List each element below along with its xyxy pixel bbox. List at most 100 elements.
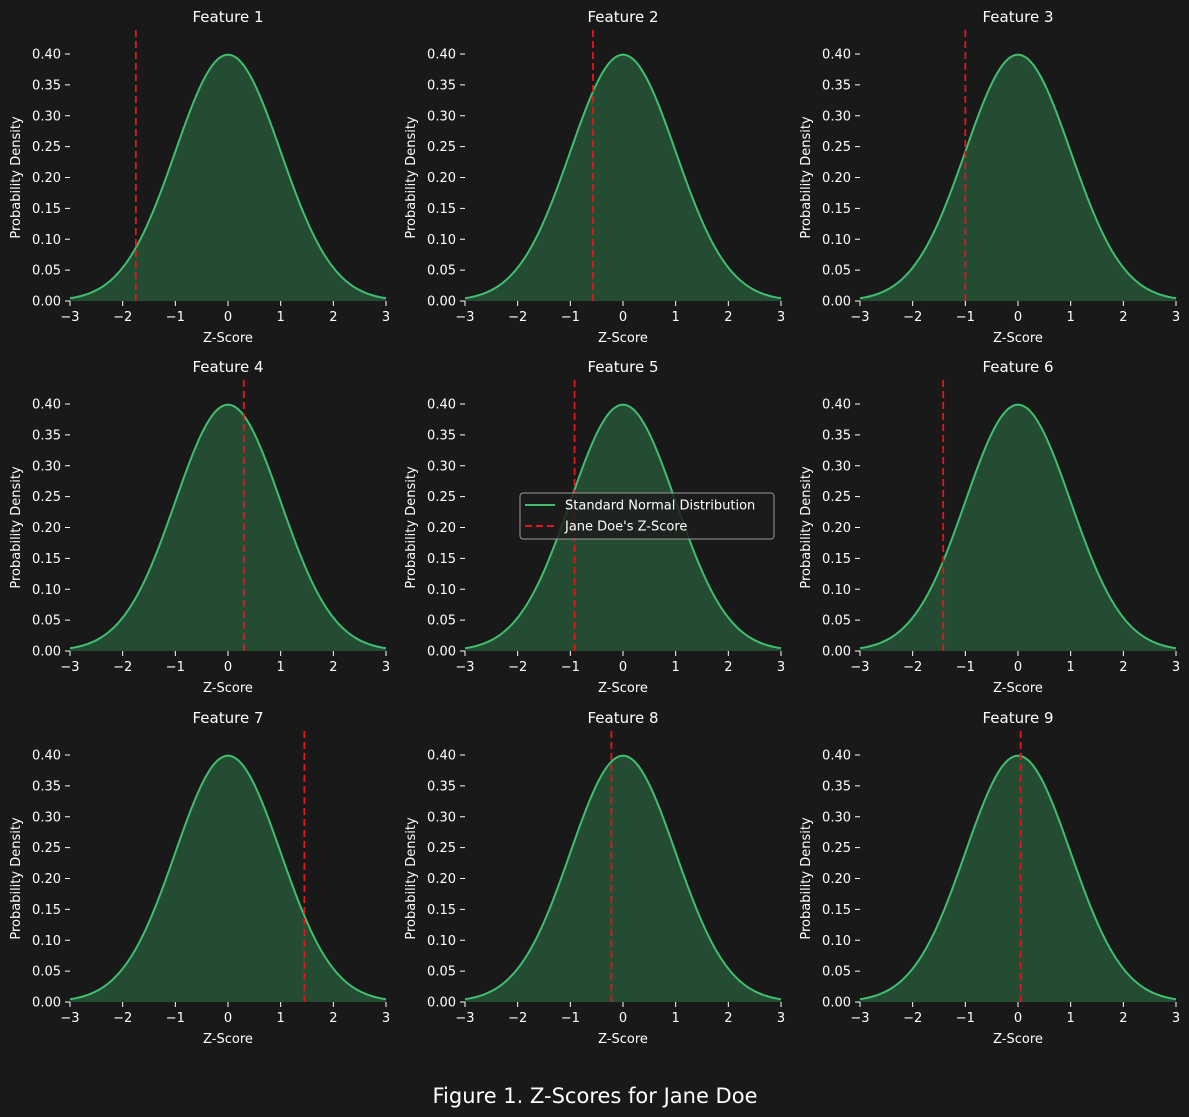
x-tick-label: 3 — [382, 310, 390, 325]
density-fill — [860, 54, 1176, 302]
y-axis-label: Probability Density — [404, 116, 419, 239]
subplot-title: Feature 7 — [193, 709, 264, 727]
x-tick-label: −2 — [113, 310, 132, 325]
x-axis-label: Z-Score — [598, 331, 648, 346]
y-tick-label: 0.25 — [822, 490, 851, 505]
x-tick-label: −3 — [455, 310, 474, 325]
y-tick-label: 0.40 — [822, 48, 851, 63]
x-tick-label: 1 — [277, 1011, 285, 1026]
density-curve — [464, 403, 782, 650]
x-tick-label: 1 — [672, 1011, 680, 1026]
x-axis-label: Z-Score — [203, 1032, 253, 1047]
x-tick-label: −1 — [956, 310, 975, 325]
y-axis-label: Probability Density — [9, 466, 24, 589]
x-tick-label: 3 — [777, 1011, 785, 1026]
density-curve — [464, 53, 782, 300]
x-tick-label: −2 — [508, 660, 527, 675]
x-tick-label: 3 — [1172, 310, 1180, 325]
legend-box — [519, 492, 775, 540]
y-tick-label: 0.30 — [427, 109, 456, 124]
y-axis-label: Probability Density — [404, 817, 419, 940]
subplot-9: Feature 9 −3 −2 −1 0 1 2 3 0.00 0.05 0.10 0.15 0.20 0… — [799, 709, 1180, 1047]
x-tick-label: 0 — [619, 660, 627, 675]
x-tick-label: 2 — [1119, 660, 1127, 675]
x-tick-label: −2 — [113, 660, 132, 675]
y-tick-label: 0.00 — [427, 996, 456, 1011]
x-tick-label: 1 — [1067, 310, 1075, 325]
subplot-title: Feature 6 — [983, 358, 1054, 376]
y-tick-label: 0.00 — [427, 295, 456, 310]
y-tick-label: 0.10 — [822, 583, 851, 598]
y-tick-label: 0.15 — [822, 202, 851, 217]
x-tick-label: −3 — [850, 310, 869, 325]
x-tick-label: −3 — [60, 660, 79, 675]
subplot-title: Feature 5 — [588, 358, 659, 376]
y-tick-label: 0.35 — [427, 428, 456, 443]
x-tick-label: 3 — [382, 660, 390, 675]
y-tick-label: 0.00 — [32, 996, 61, 1011]
y-tick-label: 0.00 — [32, 295, 61, 310]
y-tick-label: 0.10 — [427, 233, 456, 248]
density-fill — [860, 404, 1176, 651]
legend-label: Standard Normal Distribution — [565, 499, 755, 514]
y-tick-label: 0.10 — [32, 233, 61, 248]
y-tick-label: 0.35 — [427, 779, 456, 794]
y-tick-label: 0.25 — [822, 841, 851, 856]
y-tick-label: 0.30 — [822, 109, 851, 124]
y-tick-label: 0.40 — [822, 749, 851, 764]
x-tick-label: 3 — [777, 310, 785, 325]
y-tick-label: 0.35 — [427, 78, 456, 93]
x-tick-label: −3 — [455, 660, 474, 675]
x-tick-label: −1 — [561, 1011, 580, 1026]
x-tick-label: −1 — [956, 660, 975, 675]
y-tick-label: 0.20 — [427, 521, 456, 536]
y-tick-label: 0.10 — [32, 934, 61, 949]
x-tick-label: −3 — [850, 1011, 869, 1026]
x-tick-label: 2 — [1119, 1011, 1127, 1026]
y-tick-label: 0.00 — [32, 645, 61, 660]
x-tick-label: 2 — [329, 660, 337, 675]
y-tick-label: 0.35 — [822, 779, 851, 794]
x-tick-label: −3 — [60, 310, 79, 325]
subplot-4: Feature 4 −3 −2 −1 0 1 2 3 0.00 0.05 0.10 0.15 0.20 0… — [9, 358, 390, 696]
subplot-8: Feature 8 −3 −2 −1 0 1 2 3 0.00 0.05 0.10 0.15 0.20 0… — [404, 709, 785, 1047]
y-tick-label: 0.10 — [822, 233, 851, 248]
x-tick-label: 0 — [224, 310, 232, 325]
y-tick-label: 0.35 — [32, 428, 61, 443]
y-axis-label: Probability Density — [9, 817, 24, 940]
x-tick-label: 3 — [1172, 660, 1180, 675]
y-tick-label: 0.20 — [427, 171, 456, 186]
subplot-title: Feature 9 — [983, 709, 1054, 727]
x-tick-label: 3 — [1172, 1011, 1180, 1026]
y-tick-label: 0.40 — [427, 48, 456, 63]
density-fill — [860, 755, 1176, 1002]
density-curve — [859, 53, 1177, 300]
x-tick-label: 1 — [1067, 1011, 1075, 1026]
y-tick-label: 0.05 — [822, 965, 851, 980]
x-tick-label: 1 — [277, 660, 285, 675]
density-curve — [859, 403, 1177, 650]
y-tick-label: 0.00 — [822, 295, 851, 310]
y-tick-label: 0.00 — [427, 645, 456, 660]
density-fill — [465, 54, 781, 302]
x-tick-label: −1 — [956, 1011, 975, 1026]
y-tick-label: 0.10 — [32, 583, 61, 598]
subplot-3: Feature 3 −3 −2 −1 0 1 2 3 0.00 0.05 0.10 0.15 0.20 0… — [799, 8, 1180, 346]
y-tick-label: 0.10 — [427, 934, 456, 949]
y-tick-label: 0.15 — [427, 552, 456, 567]
y-tick-label: 0.20 — [32, 171, 61, 186]
y-tick-label: 0.30 — [32, 109, 61, 124]
x-axis-label: Z-Score — [203, 681, 253, 696]
subplot-7: Feature 7 −3 −2 −1 0 1 2 3 0.00 0.05 0.10 0.15 0.20 0… — [9, 709, 390, 1047]
x-axis-label: Z-Score — [993, 331, 1043, 346]
legend-label: Jane Doe's Z-Score — [564, 520, 687, 535]
density-fill — [70, 54, 386, 302]
x-tick-label: −2 — [903, 1011, 922, 1026]
x-tick-label: −1 — [166, 1011, 185, 1026]
x-tick-label: 2 — [329, 310, 337, 325]
y-tick-label: 0.05 — [32, 264, 61, 279]
x-tick-label: 2 — [1119, 310, 1127, 325]
x-tick-label: 2 — [724, 1011, 732, 1026]
x-tick-label: 2 — [329, 1011, 337, 1026]
